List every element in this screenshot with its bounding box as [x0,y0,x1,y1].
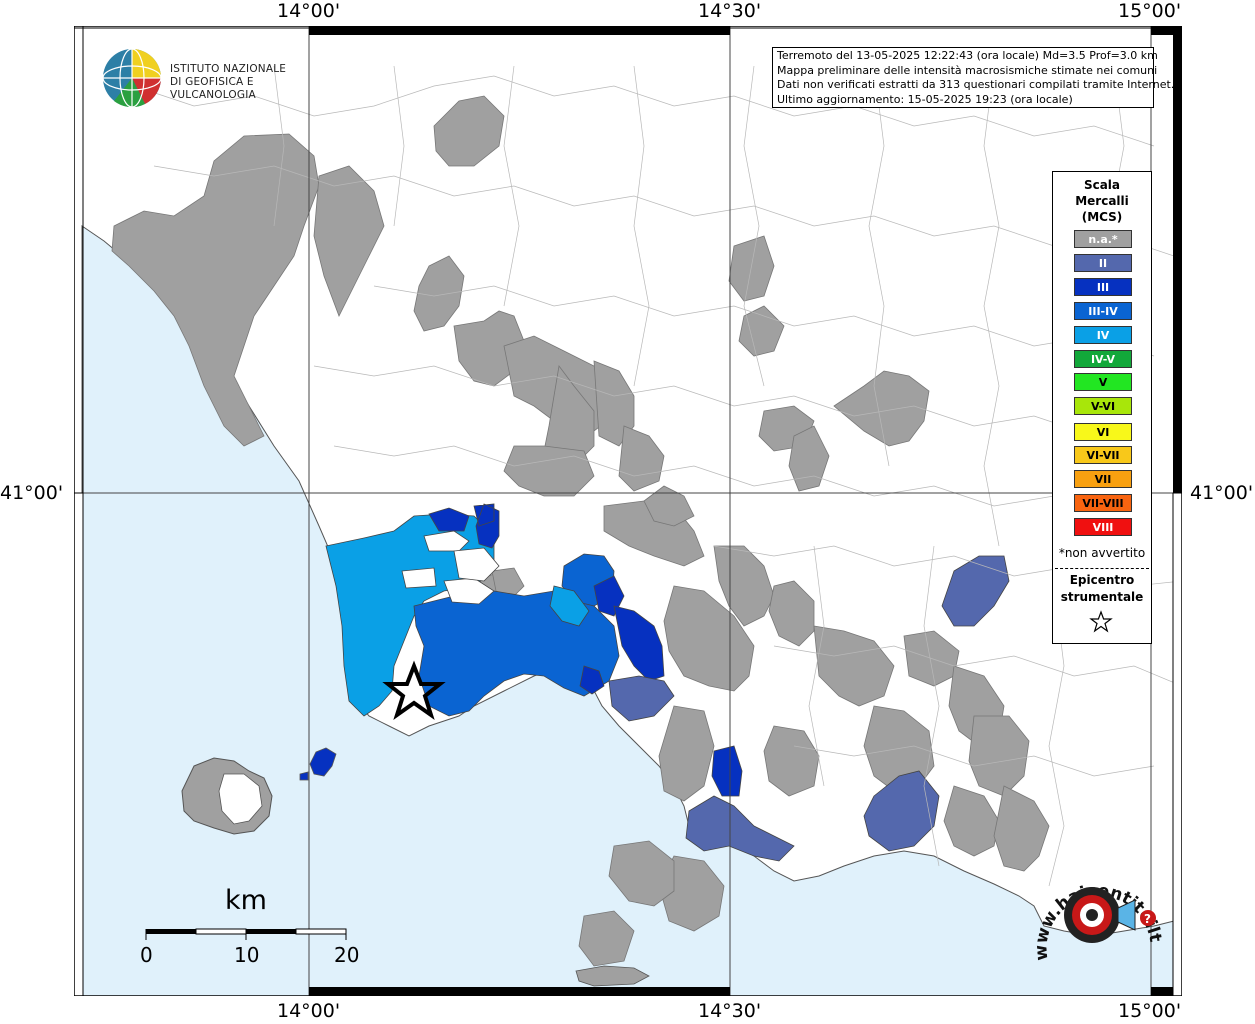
ingv-globe-icon [102,48,162,108]
ingv-logo: ISTITUTO NAZIONALE DI GEOFISICA E VULCAN… [100,47,315,109]
map-border [74,26,1182,996]
vivara-islet [299,771,309,781]
lon-label-top-14-00: 14°00' [277,0,341,22]
legend-swatch-na: n.a.* [1074,230,1132,248]
earthquake-info-box: Terremoto del 13-05-2025 12:22:43 (ora l… [772,47,1175,108]
scale-tick-10: 10 [234,943,260,967]
legend-title-line2: Mercalli [1075,194,1129,208]
legend-title-line1: Scala [1083,178,1121,192]
intensity-ii-sorrento [685,795,795,862]
intensity-iv-east [549,585,590,627]
legend-epicenter-label: Epicentro strumentale [1053,572,1151,606]
legend-swatch-viii: VIII [1074,518,1132,536]
epicenter-star-icon [382,660,446,721]
legend-swatch-iii: III [1074,278,1132,296]
capri-island [575,965,650,987]
intensity-ii-coast [608,675,675,722]
intensity-iii-east-2 [613,605,665,682]
tyrrhenian-sea [81,225,1182,996]
lon-label-bottom-15-00: 15°00' [1118,1000,1182,1022]
legend-title: Scala Mercalli (MCS) [1053,177,1151,225]
legend-star-icon [1089,610,1113,633]
mcs-legend: Scala Mercalli (MCS) n.a.* II III III-IV… [1052,171,1152,644]
lon-label-bottom-14-00: 14°00' [277,1000,341,1022]
legend-epicenter-line2: strumentale [1060,590,1144,604]
lat-label-right-41-00: 41°00' [1190,482,1254,504]
legend-swatch-vi-vii: VI-VII [1074,446,1132,464]
intensity-ii-south [863,770,940,852]
legend-swatch-v-vi: V-VI [1074,397,1132,415]
legend-swatch-ii: II [1074,254,1132,272]
info-line-data-source: Dati non verificati estratti da 313 ques… [777,78,1175,91]
legend-swatch-vi: VI [1074,423,1132,441]
haisentitoilterremoto-logo: www.haisentitoilterremoto.it ? [1030,850,1165,961]
scale-unit-label: km [225,885,267,916]
legend-swatch-v: V [1074,373,1132,391]
ingv-logo-line1: ISTITUTO NAZIONALE [170,63,287,75]
not-available-zones [111,95,1050,967]
unreported-holes [401,530,500,605]
intensity-iii-north-2 [428,507,470,532]
legend-swatch-iv-v: IV-V [1074,350,1132,368]
intensity-iii-north [473,503,500,549]
ingv-logo-line2: DI GEOFISICA E VULCANOLOGIA [170,76,256,101]
intensity-map [74,26,1182,996]
info-line-event: Terremoto del 13-05-2025 12:22:43 (ora l… [777,49,1158,62]
legend-separator [1055,568,1149,569]
legend-swatch-iii-iv: III-IV [1074,302,1132,320]
ischia-east [218,773,263,825]
scale-tick-0: 0 [140,943,153,967]
commune-boundaries [133,65,1182,887]
legend-swatch-vii-viii: VII-VIII [1074,494,1132,512]
scale-bar-graphic [145,928,347,940]
scale-bar: km 0 10 20 [130,885,370,975]
intensity-iii-coast [579,665,605,695]
intensity-iii-vesuvio [711,745,743,797]
info-line-updated: Ultimo aggiornamento: 15-05-2025 19:23 (… [777,92,1073,106]
scale-tick-20: 20 [334,943,360,967]
intensity-ii-north [941,555,1010,627]
svg-text:?: ? [1144,912,1151,926]
intensity-iii-east [593,575,625,617]
lon-label-bottom-14-30: 14°30' [698,1000,762,1022]
procida-island [309,747,337,777]
lon-label-top-14-30: 14°30' [698,0,762,22]
info-line-map-desc: Mappa preliminare delle intensità macros… [777,63,1158,77]
lat-label-left-41-00: 41°00' [0,482,64,504]
lon-label-top-15-00: 15°00' [1118,0,1182,22]
legend-note: *non avvertito [1058,546,1146,560]
ingv-logo-text: ISTITUTO NAZIONALE DI GEOFISICA E VULCAN… [170,63,315,102]
legend-title-line3: (MCS) [1081,210,1123,224]
legend-swatch-vii: VII [1074,470,1132,488]
megaphone-icon [1117,899,1136,931]
legend-swatch-iv: IV [1074,326,1132,344]
legend-epicenter-line1: Epicentro [1069,573,1135,587]
